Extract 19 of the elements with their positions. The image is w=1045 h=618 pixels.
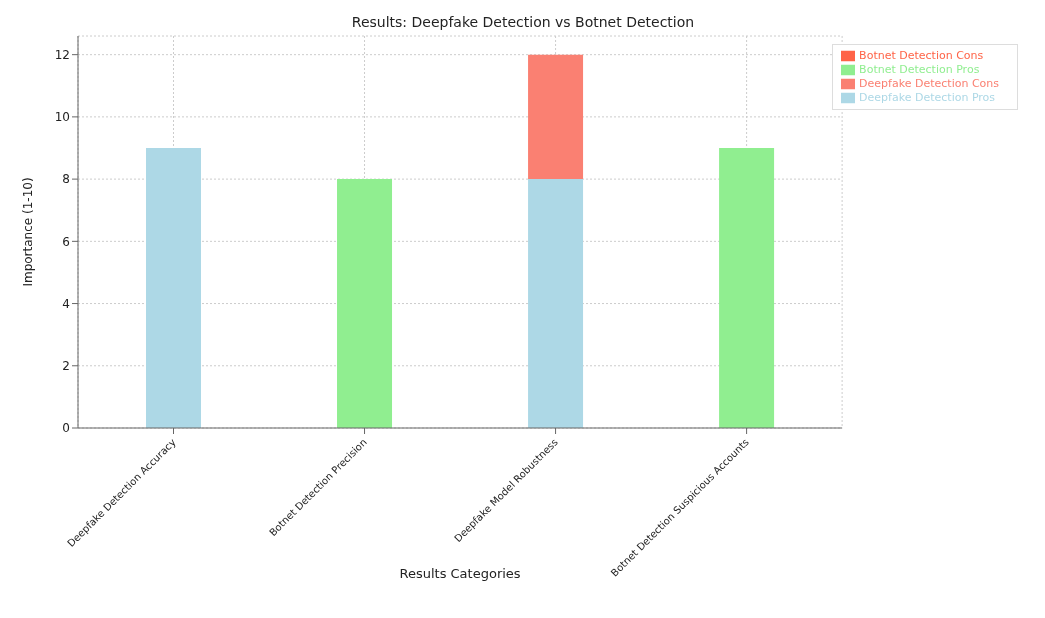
bar — [146, 148, 201, 428]
y-tick-label: 4 — [62, 296, 70, 311]
y-tick-label: 2 — [62, 359, 70, 374]
y-tick-label: 10 — [54, 110, 70, 125]
legend-label: Botnet Detection Cons — [859, 49, 984, 62]
y-tick-label: 12 — [54, 47, 70, 62]
bar — [337, 179, 393, 428]
x-axis-title: Results Categories — [399, 566, 521, 581]
legend-label: Deepfake Detection Pros — [859, 91, 996, 104]
y-tick-label: 8 — [62, 172, 70, 187]
y-tick-label: 0 — [62, 421, 70, 436]
legend-label: Botnet Detection Pros — [859, 63, 980, 76]
bar — [528, 54, 584, 180]
chart-title: Results: Deepfake Detection vs Botnet Detection — [350, 14, 696, 30]
y-axis-title: Importance (1-10) — [21, 177, 36, 287]
y-tick-label: 6 — [62, 234, 70, 249]
bar — [528, 179, 584, 428]
legend-label: Deepfake Detection Cons — [859, 77, 999, 90]
bar — [719, 148, 775, 428]
